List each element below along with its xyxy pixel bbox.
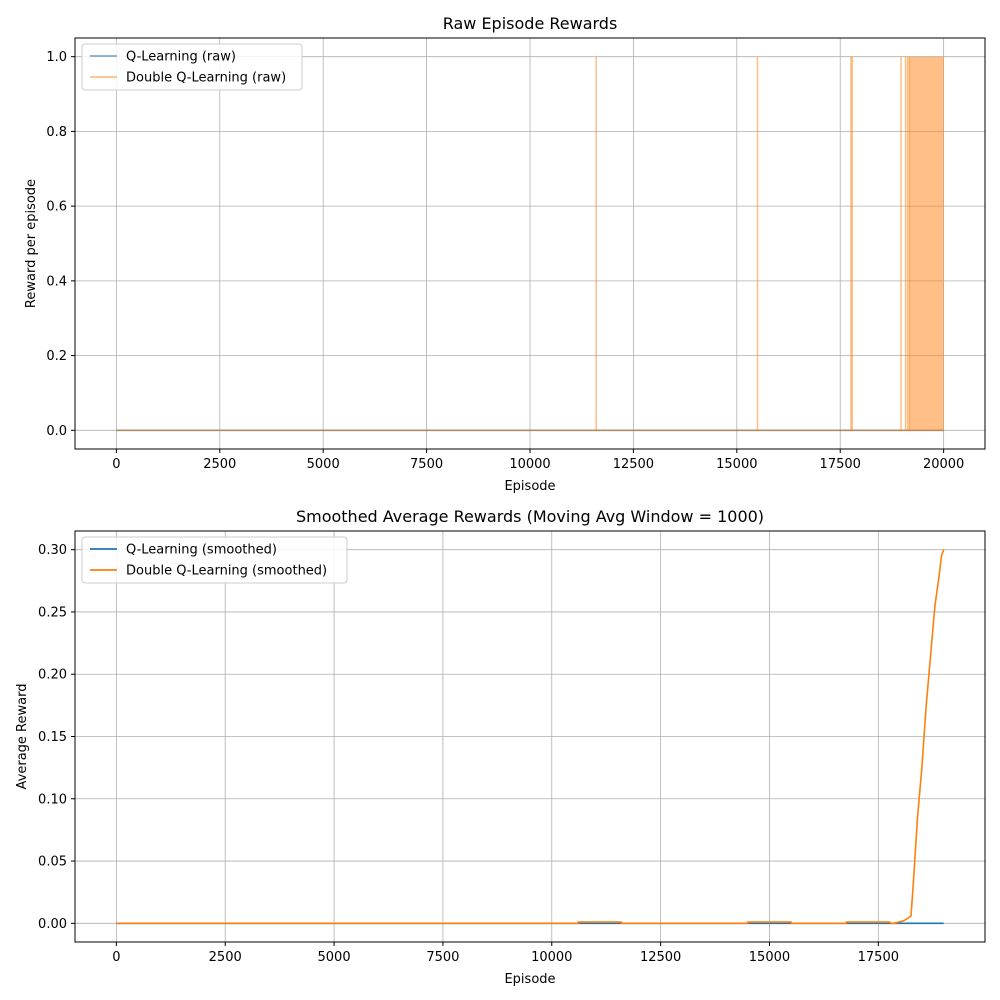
x-tick-label: 5000 (307, 457, 340, 472)
legend: Q-Learning (raw) Double Q-Learning (raw) (81, 43, 303, 91)
y-tick-label: 0.0 (46, 424, 67, 439)
y-axis: 0.0 0.2 0.4 0.6 0.8 1.0 (46, 50, 75, 439)
x-tick-label: 17500 (820, 457, 861, 472)
x-tick-label: 7500 (410, 457, 443, 472)
legend-box (81, 43, 303, 91)
y-tick-label: 0.10 (38, 792, 67, 807)
x-tick-label: 7500 (426, 950, 459, 965)
y-tick-label: 0.30 (38, 543, 67, 558)
x-tick-label: 5000 (318, 950, 351, 965)
x-tick-label: 12500 (640, 950, 681, 965)
chart-smoothed-rewards: 0 2500 5000 7500 10000 12500 15000 175000.000.0… (15, 507, 986, 987)
legend-box (81, 536, 348, 584)
legend-label: Double Q-Learning (raw) (126, 71, 286, 86)
x-tick-label: 2500 (203, 457, 236, 472)
chart-title: Raw Episode Rewards (443, 14, 618, 33)
y-tick-label: 0.20 (38, 668, 67, 683)
legend: Q-Learning (smoothed) Double Q-Learning (… (81, 536, 348, 584)
y-tick-label: 0.6 (46, 200, 67, 215)
x-axis: 0 2500 5000 7500 10000 12500 15000 17500 (112, 942, 899, 965)
x-tick-label: 12500 (613, 457, 654, 472)
dense-reward-region (909, 56, 944, 431)
x-tick-label: 15000 (716, 457, 757, 472)
series-2 (116, 56, 944, 432)
legend-label: Q-Learning (smoothed) (126, 543, 277, 558)
x-tick-label: 10000 (509, 457, 550, 472)
y-axis-label: Average Reward (15, 684, 30, 790)
y-tick-label: 1.0 (46, 50, 67, 65)
y-tick-label: 0.00 (38, 917, 67, 932)
y-tick-label: 0.8 (46, 125, 67, 140)
series-2 (116, 549, 945, 925)
series-line (116, 549, 945, 925)
y-tick-label: 0.15 (38, 730, 67, 745)
plot-area (116, 549, 945, 925)
y-tick-label: 0.2 (46, 349, 67, 364)
chart-raw-rewards: 0 2500 5000 7500 10000 12500 15000 17500 20000 0.… (24, 14, 986, 494)
y-tick-label: 0.25 (38, 605, 67, 620)
x-tick-label: 20000 (923, 457, 964, 472)
x-tick-label: 2500 (209, 950, 242, 965)
y-tick-label: 0.05 (38, 855, 67, 870)
chart-title: Smoothed Average Rewards (Moving Avg Win… (296, 507, 764, 526)
x-tick-label: 15000 (749, 950, 790, 965)
x-tick-label: 0 (112, 950, 120, 965)
x-tick-label: 10000 (531, 950, 572, 965)
y-axis: 0.00 0.05 0.10 0.15 0.20 0.25 0.30 (38, 543, 75, 932)
y-axis-label: Reward per episode (24, 179, 39, 308)
y-tick-label: 0.4 (46, 274, 67, 289)
x-axis-label: Episode (504, 972, 555, 987)
x-tick-label: 17500 (858, 950, 899, 965)
legend-label: Q-Learning (raw) (126, 50, 236, 65)
legend-label: Double Q-Learning (smoothed) (126, 564, 327, 579)
x-tick-label: 0 (112, 457, 120, 472)
plot-area (116, 56, 944, 432)
x-axis-label: Episode (504, 479, 555, 494)
x-axis: 0 2500 5000 7500 10000 12500 15000 17500 20000 (112, 449, 964, 472)
